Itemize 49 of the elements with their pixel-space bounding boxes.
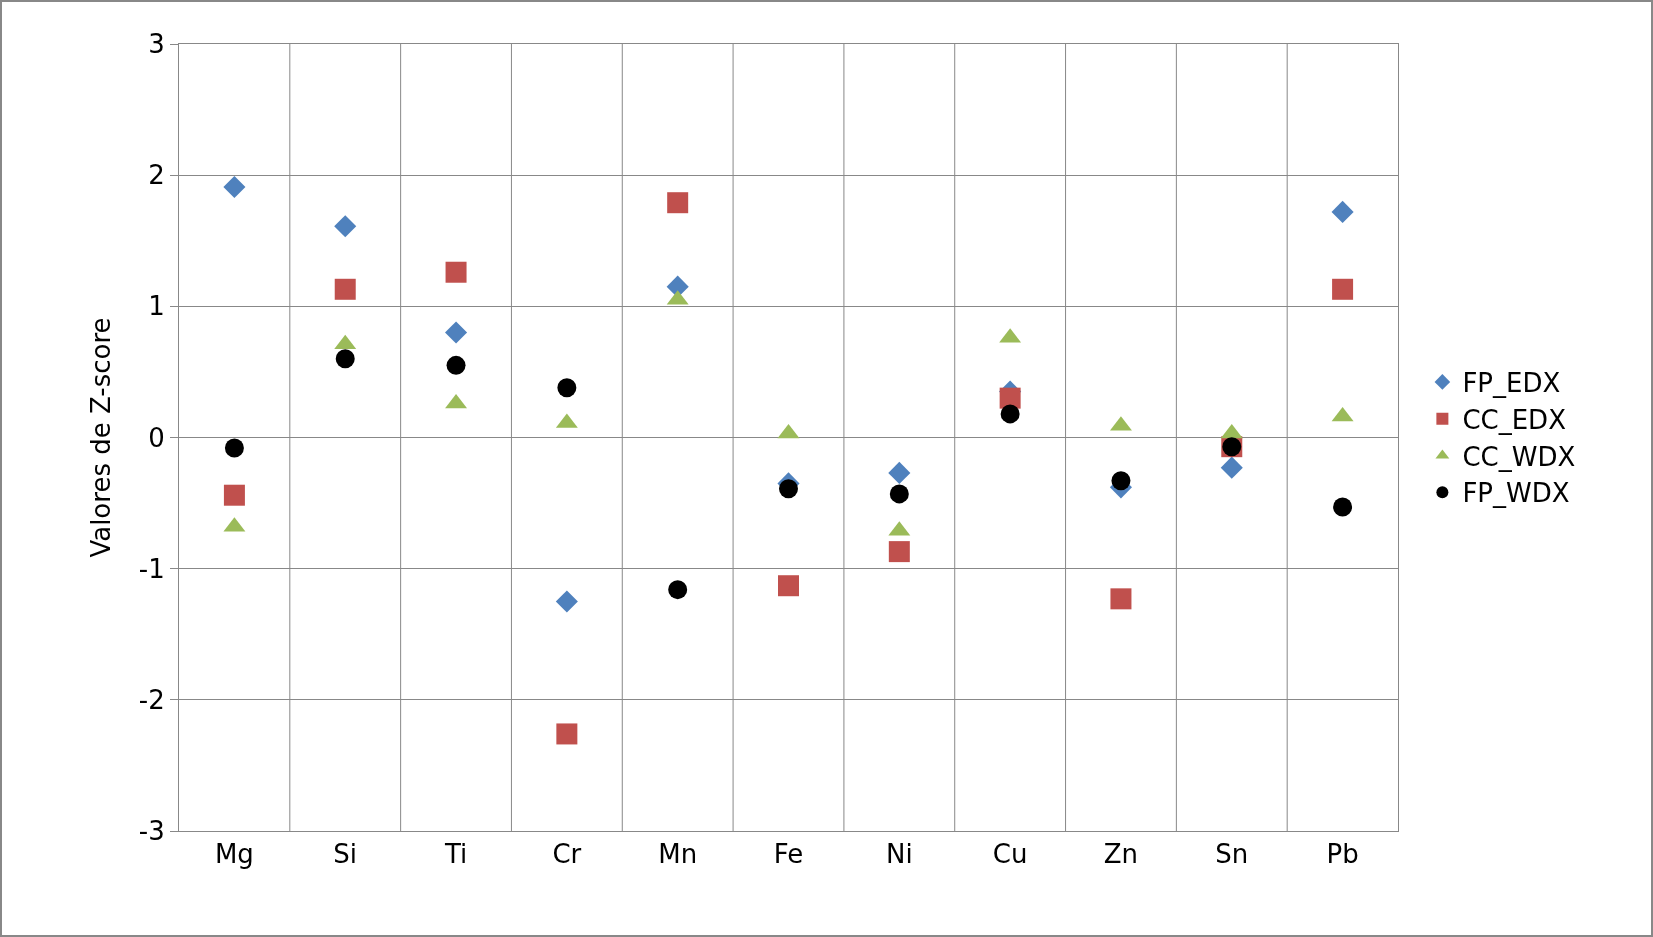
point bbox=[223, 175, 246, 199]
legend-label: CC_WDX bbox=[1462, 441, 1576, 472]
point bbox=[1331, 200, 1354, 223]
y-tick-label: 1 bbox=[148, 291, 165, 322]
x-tick-label: Sn bbox=[1215, 839, 1249, 870]
point bbox=[668, 580, 688, 600]
y-tick-label: 2 bbox=[148, 160, 165, 191]
x-tick-label: Mg bbox=[214, 839, 254, 870]
point bbox=[779, 479, 798, 499]
point bbox=[445, 261, 467, 283]
point bbox=[556, 723, 578, 745]
y-tick-label: 3 bbox=[148, 29, 165, 60]
point bbox=[1111, 471, 1131, 491]
point bbox=[445, 321, 468, 344]
x-tick-label: Fe bbox=[773, 839, 804, 870]
legend-label: CC_EDX bbox=[1462, 404, 1566, 435]
x-tick-label: Ti bbox=[443, 839, 468, 870]
point bbox=[335, 349, 355, 369]
point bbox=[223, 484, 245, 506]
point bbox=[557, 378, 577, 398]
point bbox=[224, 438, 244, 458]
x-tick-label: Mn bbox=[658, 839, 698, 870]
point bbox=[889, 484, 909, 504]
y-tick-label: -2 bbox=[138, 684, 165, 715]
x-tick-label: Cu bbox=[992, 839, 1028, 870]
x-tick-label: Ni bbox=[885, 839, 913, 870]
point bbox=[1332, 278, 1354, 300]
point bbox=[334, 215, 357, 238]
point bbox=[555, 590, 578, 613]
point bbox=[1220, 456, 1243, 479]
point bbox=[334, 278, 356, 300]
x-tick-label: Cr bbox=[552, 839, 582, 870]
x-tick-label: Zn bbox=[1103, 839, 1139, 870]
x-tick-label: Pb bbox=[1326, 839, 1359, 870]
point bbox=[667, 192, 689, 214]
x-tick-label: Si bbox=[333, 839, 358, 870]
point bbox=[446, 355, 466, 375]
point bbox=[778, 575, 799, 597]
y-tick-label: -3 bbox=[138, 816, 165, 847]
legend-label: FP_EDX bbox=[1462, 368, 1561, 399]
point bbox=[1333, 497, 1353, 517]
y-axis-title: Valores de Z-score bbox=[86, 317, 117, 558]
legend-label: FP_WDX bbox=[1462, 478, 1570, 509]
point bbox=[888, 461, 911, 484]
y-tick-label: 0 bbox=[148, 422, 165, 453]
point bbox=[1110, 588, 1132, 610]
y-tick-label: -1 bbox=[138, 553, 165, 584]
point bbox=[1000, 404, 1020, 424]
point bbox=[888, 541, 910, 563]
